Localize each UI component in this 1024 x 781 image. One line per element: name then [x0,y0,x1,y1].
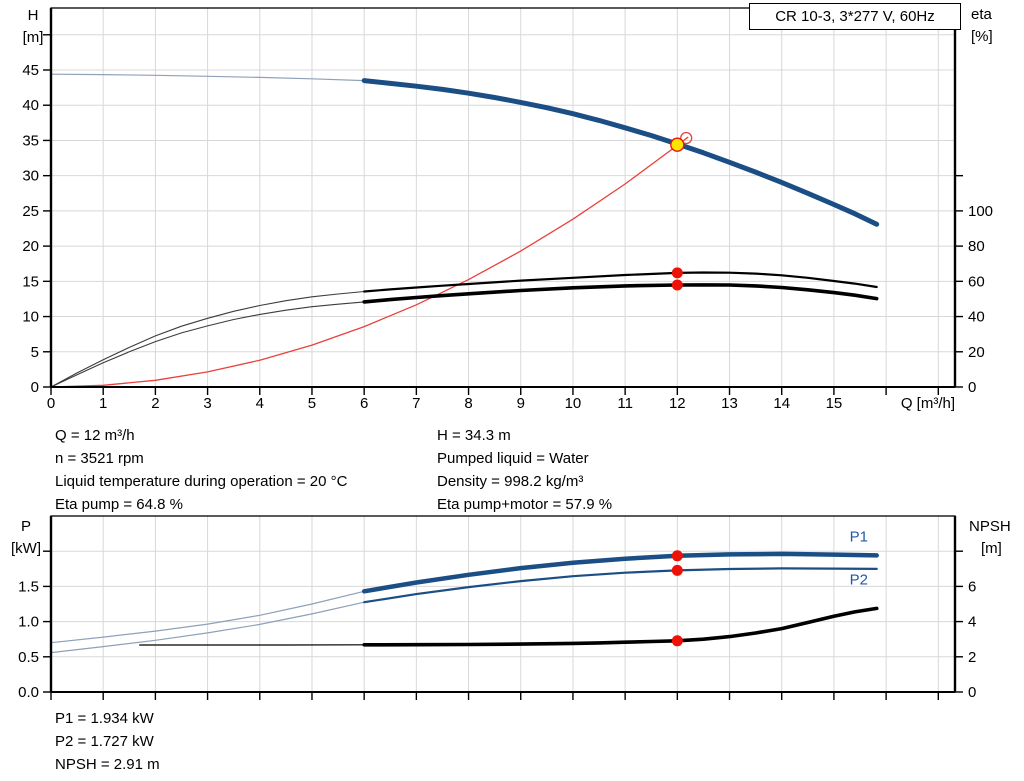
x-tick-label: 11 [617,395,633,412]
y-left-tick-label: 0 [31,379,39,396]
x-tick-label: 8 [464,395,472,412]
y-left-tick-label: 35 [22,132,39,149]
info-line-p2: P2 = 1.727 kW [55,733,154,750]
y-right-tick-label: 20 [968,344,985,361]
head-curve [50,73,365,82]
x-tick-label: 10 [565,395,582,412]
p2-point [671,564,683,576]
y-left-tick-label: 20 [22,238,39,255]
x-tick-label: 9 [517,395,525,412]
y-right-tick-label: 4 [968,614,976,631]
power-info-block: P1 = 1.934 kW P2 = 1.727 kW NPSH = 2.91 … [55,707,160,776]
requested-duty-ring [680,131,693,145]
duty-info-left: Q = 12 m³/h n = 3521 rpm Liquid temperat… [55,424,347,516]
info-line-p1: P1 = 1.934 kW [55,710,154,727]
system-curve [50,136,689,388]
x-tick-label: 14 [773,395,790,412]
p1-curve [361,551,879,594]
info-line-eta-pump-motor: Eta pump+motor = 57.9 % [437,496,613,513]
info-line-head: H = 34.3 m [437,427,511,444]
y-right-tick-label: 100 [968,203,993,220]
y-right-tick-label: 6 [968,578,976,595]
y-left-tick-label: 15 [22,273,39,290]
p2-curve [50,601,365,654]
x-tick-label: 0 [47,395,55,412]
x-tick-label: 5 [308,395,316,412]
top-chart-plot-area[interactable] [51,8,955,387]
y-right-axis-title: eta [971,6,993,23]
y-right-tick-label: 0 [968,684,976,701]
eta-pump-motor-curve [50,301,365,388]
info-line-q: Q = 12 m³/h [55,427,135,444]
y-left-axis-title: [kW] [11,540,41,557]
x-tick-label: 15 [826,395,843,412]
y-right-tick-label: 40 [968,309,985,326]
bottom-chart-plot-area[interactable] [51,516,955,692]
eta-pump-point [671,267,683,279]
y-right-tick-label: 80 [968,238,985,255]
info-line-npsh: NPSH = 2.91 m [55,756,160,773]
duty-point[interactable] [670,137,685,152]
p1-point [671,550,683,562]
pump-model-label: CR 10-3, 3*277 V, 60Hz [749,3,961,30]
y-left-tick-label: 1.0 [18,614,39,631]
info-line-eta-pump: Eta pump = 64.8 % [55,496,183,513]
p1-curve-label: P1 [850,528,868,545]
y-right-axis-title: [m] [981,540,1002,557]
y-left-tick-label: 0.0 [18,684,39,701]
y-left-tick-label: 0.5 [18,649,39,666]
duty-info-right: H = 34.3 m Pumped liquid = Water Density… [437,424,612,516]
y-left-axis-title: P [21,518,31,535]
x-tick-label: 1 [99,395,107,412]
x-tick-label: 12 [669,395,686,412]
y-right-axis-title: NPSH [969,518,1011,535]
y-left-tick-label: 1.5 [18,578,39,595]
x-axis-title: Q [m³/h] [901,395,955,412]
x-tick-label: 4 [256,395,264,412]
p1-curve [50,590,365,644]
x-tick-label: 6 [360,395,368,412]
y-right-tick-label: 2 [968,649,976,666]
eta-pump-curve [50,290,365,388]
x-tick-label: 13 [721,395,738,412]
y-left-tick-label: 45 [22,62,39,79]
y-left-axis-title: H [28,7,39,24]
y-left-tick-label: 10 [22,309,39,326]
y-left-tick-label: 25 [22,203,39,220]
y-right-tick-label: 0 [968,379,976,396]
x-tick-label: 7 [412,395,420,412]
p2-curve-label: P2 [850,571,868,588]
info-line-temperature: Liquid temperature during operation = 20… [55,473,348,490]
y-right-tick-label: 60 [968,273,985,290]
y-left-tick-label: 40 [22,97,39,114]
y-left-axis-title: [m] [23,29,44,46]
info-line-liquid: Pumped liquid = Water [437,450,589,467]
info-line-speed: n = 3521 rpm [55,450,144,467]
y-right-axis-title: [%] [971,28,993,45]
y-left-tick-label: 5 [31,344,39,361]
x-tick-label: 2 [151,395,159,412]
eta-pump-motor-point [671,279,683,291]
info-line-density: Density = 998.2 kg/m³ [437,473,584,490]
npsh-point [671,635,683,647]
x-tick-label: 3 [203,395,211,412]
p2-curve [363,567,878,604]
head-curve [361,78,880,227]
y-left-tick-label: 30 [22,168,39,185]
